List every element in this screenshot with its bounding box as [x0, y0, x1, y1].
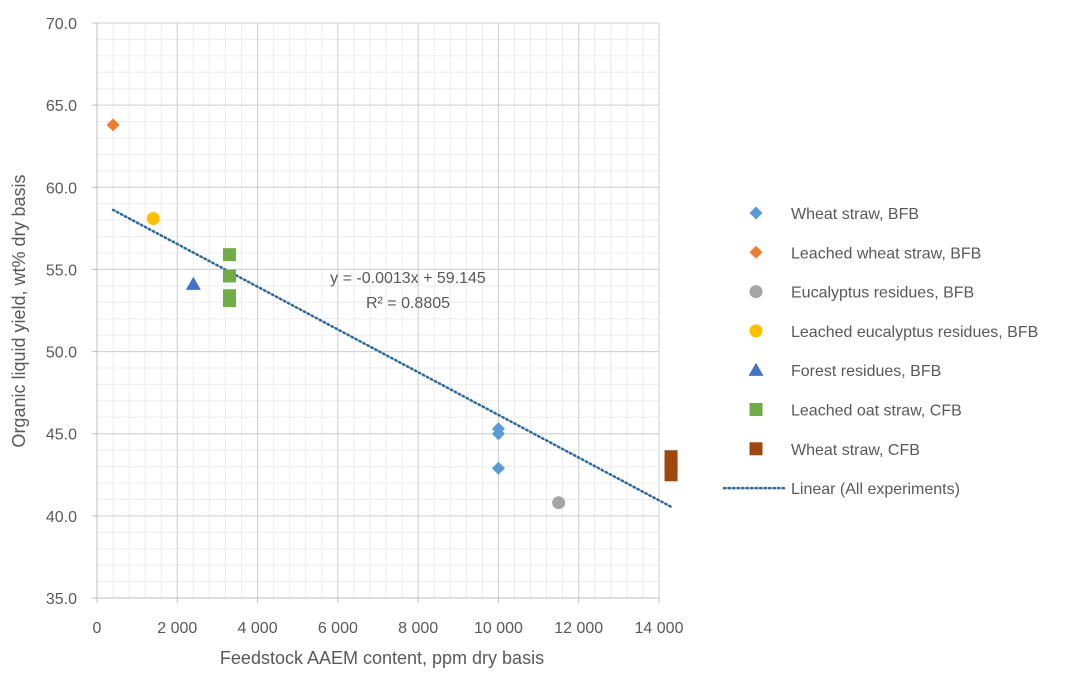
y-tick-label: 40.0: [46, 509, 77, 526]
legend-marker: [748, 362, 764, 376]
x-tick-label: 4 000: [238, 620, 278, 637]
legend-label: Eucalyptus residues, BFB: [791, 285, 974, 302]
legend: Wheat straw, BFB Leached wheat straw, BFB…: [722, 206, 1038, 498]
data-point: [146, 212, 160, 225]
legend-marker: [749, 245, 763, 259]
legend-label: Forest residues, BFB: [791, 363, 941, 380]
axes: [92, 22, 660, 603]
legend-label: Leached eucalyptus residues, BFB: [791, 324, 1038, 341]
y-tick-label: 65.0: [46, 98, 77, 115]
data-point: [664, 468, 678, 482]
x-tick-label: 8 000: [398, 620, 438, 637]
legend-marker: [749, 442, 763, 456]
data-point: [491, 461, 505, 475]
trendline-equation: y = -0.0013x + 59.145: [330, 270, 486, 287]
legend-label: Leached oat straw, CFB: [791, 403, 962, 420]
y-tick-label: 45.0: [46, 427, 77, 444]
y-tick-label: 35.0: [46, 591, 77, 608]
trendline-r-squared: R² = 0.8805: [366, 295, 450, 312]
tick-labels-layer: 0 2 000 4 000 6 000 8 000 10 000 12 000 14 000 3…: [46, 16, 684, 637]
legend-label: Wheat straw, BFB: [791, 206, 919, 223]
legend-marker: [749, 324, 763, 338]
x-tick-label: 6 000: [318, 620, 358, 637]
y-tick-label: 50.0: [46, 345, 77, 362]
x-axis-title: Feedstock AAEM content, ppm dry basis: [220, 648, 544, 668]
legend-label: Wheat straw, CFB: [791, 442, 920, 459]
data-point: [222, 294, 236, 308]
data-point: [106, 118, 120, 132]
x-tick-label: 12 000: [554, 620, 603, 637]
y-tick-label: 70.0: [46, 16, 77, 33]
legend-marker: [749, 206, 763, 220]
y-tick-label: 60.0: [46, 180, 77, 197]
legend-marker: [749, 403, 763, 416]
trendline-layer: [111, 208, 673, 508]
data-point: [222, 248, 236, 262]
data-point: [185, 276, 201, 290]
x-tick-label: 0: [93, 620, 102, 637]
legend-marker: [749, 285, 763, 299]
x-tick-label: 2 000: [157, 620, 197, 637]
data-points-layer: [106, 118, 678, 510]
x-tick-label: 10 000: [474, 620, 523, 637]
legend-label: Leached wheat straw, BFB: [791, 245, 981, 262]
data-point: [222, 269, 236, 283]
data-point: [491, 427, 505, 441]
x-tick-label: 14 000: [635, 620, 684, 637]
y-axis-title: Organic liquid yield, wt% dry basis: [9, 174, 29, 447]
data-point: [552, 496, 566, 510]
trendline: [111, 208, 673, 508]
y-tick-label: 55.0: [46, 262, 77, 279]
legend-label: Linear (All experiments): [791, 481, 960, 498]
